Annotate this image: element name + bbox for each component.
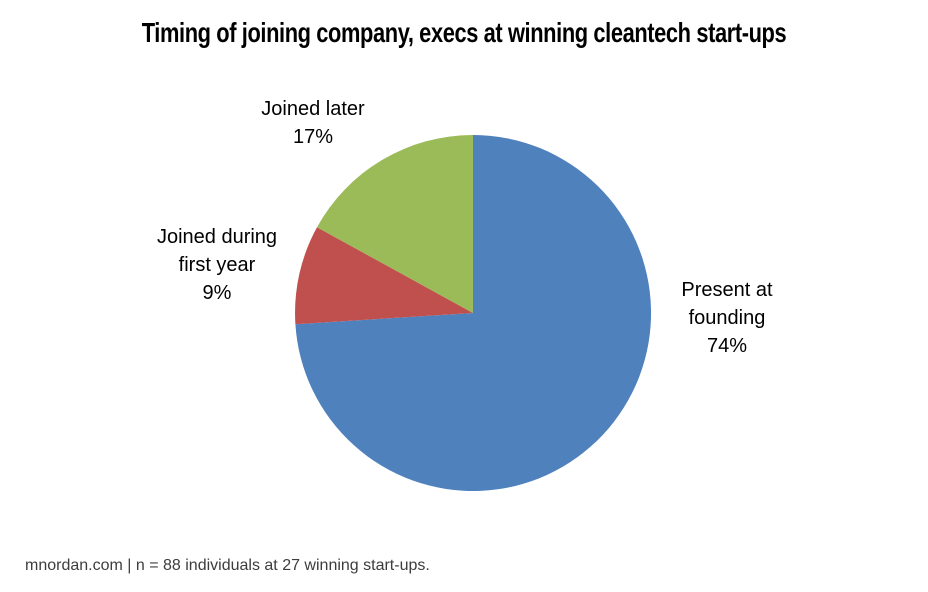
data-label-value: 17% xyxy=(292,126,334,148)
source-note: mnordan.com | n = 88 individuals at 27 w… xyxy=(25,557,430,574)
data-label-joined-later: Joined later 17% xyxy=(193,95,433,151)
data-label-category: Present at xyxy=(681,279,773,301)
pie-slice-joined-during-first-year xyxy=(295,227,473,325)
data-label-category: first year xyxy=(178,254,256,276)
data-label-category: Joined during xyxy=(156,226,278,248)
chart-title: Timing of joining company, execs at winn… xyxy=(141,17,787,48)
pie-slice-joined-later xyxy=(317,135,473,313)
data-label-value: 74% xyxy=(706,335,748,357)
data-label-joined-during-first-year: Joined during first year 9% xyxy=(97,223,337,307)
data-label-category: Joined later xyxy=(261,98,365,120)
pie-slice-present-at-founding xyxy=(295,134,652,491)
data-label-present-at-founding: Present at founding 74% xyxy=(597,276,857,360)
data-label-category: founding xyxy=(688,307,766,329)
data-label-value: 9% xyxy=(202,282,232,304)
